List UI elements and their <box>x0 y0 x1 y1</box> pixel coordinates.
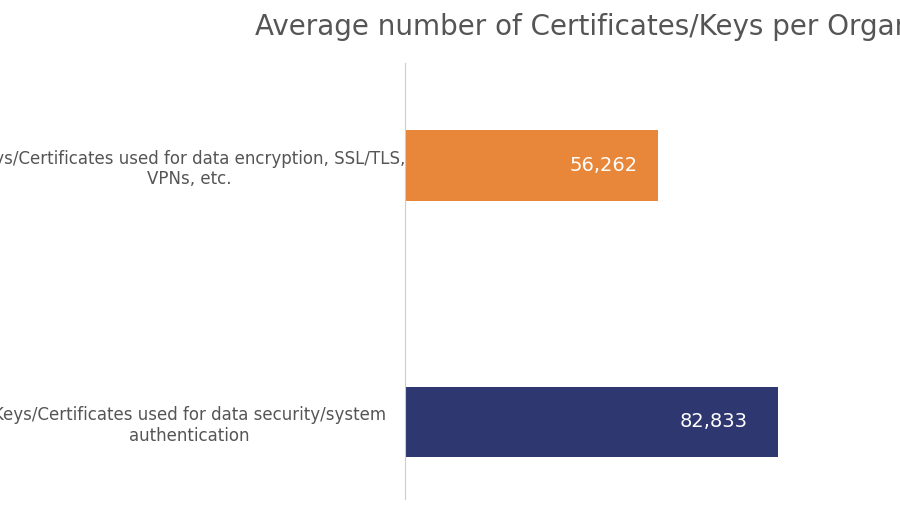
Bar <box>405 386 778 457</box>
Title: Average number of Certificates/Keys per Organization: Average number of Certificates/Keys per … <box>255 13 900 41</box>
Bar <box>405 130 658 201</box>
Text: 82,833: 82,833 <box>680 412 748 432</box>
Text: 56,262: 56,262 <box>570 156 638 175</box>
